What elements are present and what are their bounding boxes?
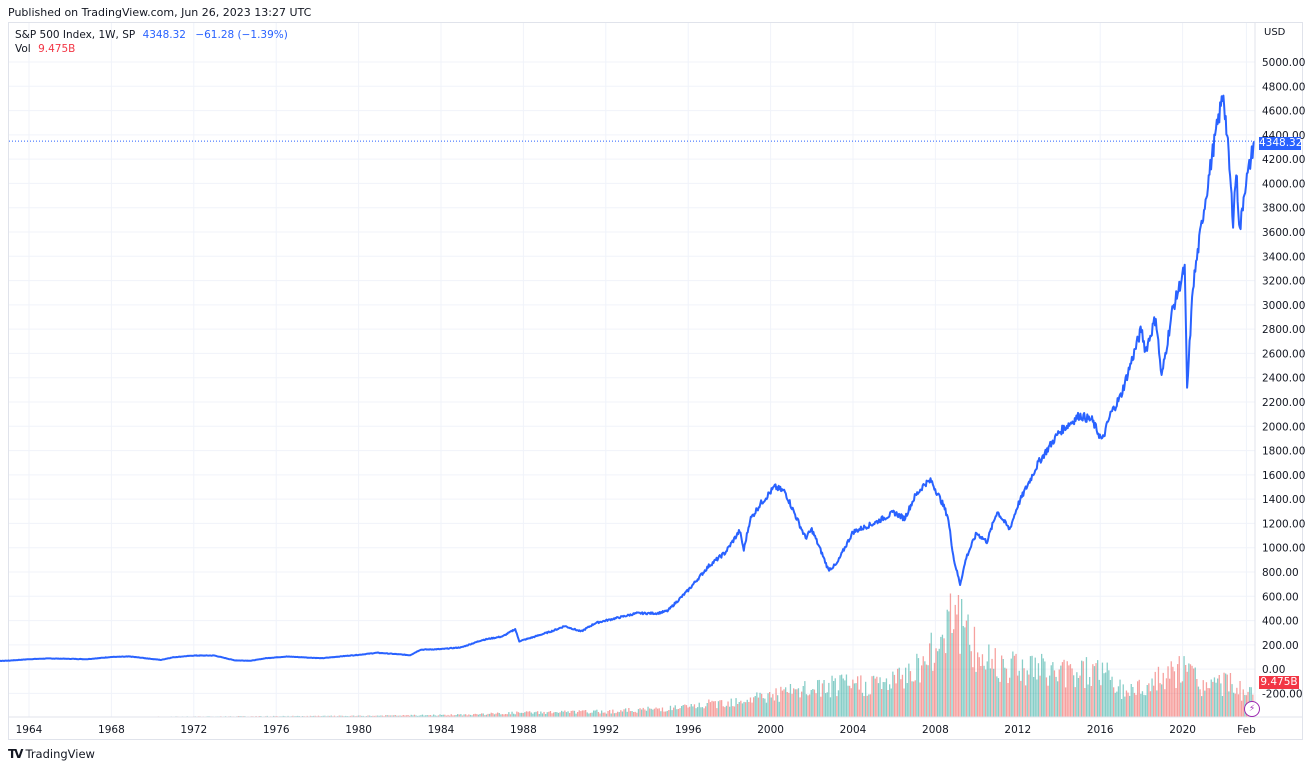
price-tick-label: 4600.00	[1262, 106, 1305, 118]
legend-change: −61.28 (−1.39%)	[195, 29, 288, 41]
time-tick-label: 1968	[98, 724, 125, 736]
price-tick-label: 400.00	[1262, 616, 1299, 628]
price-tick-label: 2000.00	[1262, 421, 1305, 433]
price-tick-label: 3600.00	[1262, 227, 1305, 239]
chart-legend: S&P 500 Index, 1W, SP 4348.32 −61.28 (−1…	[15, 28, 288, 56]
time-tick-label: 2020	[1169, 724, 1196, 736]
volume-tag: 9.475B	[1259, 676, 1299, 689]
price-axis[interactable]: 5000.004800.004600.004400.004200.004000.…	[1262, 57, 1305, 700]
time-tick-label: 2016	[1087, 724, 1114, 736]
published-caption: Published on TradingView.com, Jun 26, 20…	[8, 6, 312, 19]
time-tick-label: 1984	[428, 724, 455, 736]
price-tick-label: -200.00	[1262, 688, 1303, 700]
legend-price-row[interactable]: S&P 500 Index, 1W, SP 4348.32 −61.28 (−1…	[15, 28, 288, 42]
lightning-icon[interactable]: ⚡	[1244, 701, 1260, 717]
price-tick-label: 1600.00	[1262, 470, 1305, 482]
currency-label[interactable]: USD	[1264, 27, 1286, 38]
legend-vol-value: 9.475B	[38, 43, 76, 55]
legend-symbol: S&P 500 Index, 1W, SP	[15, 29, 136, 41]
time-tick-label: 2012	[1004, 724, 1031, 736]
legend-last-price: 4348.32	[142, 29, 186, 41]
price-tick-label: 4200.00	[1262, 154, 1305, 166]
price-tick-label: 3800.00	[1262, 203, 1305, 215]
price-tick-label: 1200.00	[1262, 518, 1305, 530]
price-tick-label: 2200.00	[1262, 397, 1305, 409]
volume-bars	[9, 593, 1254, 718]
price-tick-label: 4000.00	[1262, 178, 1305, 190]
price-tick-label: 3200.00	[1262, 276, 1305, 288]
time-tick-label: 1992	[592, 724, 619, 736]
price-tick-label: 0.00	[1262, 664, 1285, 676]
price-tick-label: 1000.00	[1262, 543, 1305, 555]
brand-name: TradingView	[25, 747, 95, 761]
price-tick-label: 2400.00	[1262, 373, 1305, 385]
grid-lines	[9, 23, 1255, 717]
time-tick-label: 1972	[180, 724, 207, 736]
price-tick-label: 200.00	[1262, 640, 1299, 652]
price-tick-label: 2600.00	[1262, 348, 1305, 360]
price-tick-label: 800.00	[1262, 567, 1299, 579]
time-tick-label: 1980	[345, 724, 372, 736]
time-tick-label: 1976	[263, 724, 290, 736]
last-price-tag: 4348.32	[1259, 137, 1303, 150]
time-tick-label: 2000	[757, 724, 784, 736]
price-tick-label: 1400.00	[1262, 494, 1305, 506]
time-tick-label: Feb	[1237, 724, 1256, 736]
price-tick-label: 3000.00	[1262, 300, 1305, 312]
time-tick-label: 1988	[510, 724, 537, 736]
legend-volume-row[interactable]: Vol 9.475B	[15, 42, 288, 56]
tradingview-mark-icon: TV	[8, 747, 24, 761]
time-tick-label: 2004	[840, 724, 867, 736]
price-tick-label: 1800.00	[1262, 446, 1305, 458]
price-tick-label: 4800.00	[1262, 81, 1305, 93]
chart-frame	[8, 22, 1303, 740]
time-tick-label: 1964	[16, 724, 43, 736]
tradingview-logo[interactable]: TV TradingView	[8, 747, 95, 761]
legend-vol-label: Vol	[15, 43, 31, 55]
price-tick-label: 600.00	[1262, 591, 1299, 603]
price-tick-label: 3400.00	[1262, 251, 1305, 263]
price-line	[0, 94, 1256, 662]
time-tick-label: 1996	[675, 724, 702, 736]
price-tick-label: 5000.00	[1262, 57, 1305, 69]
time-tick-label: 2008	[922, 724, 949, 736]
time-axis[interactable]: 1964 1968 1972 1976 1980 1984 1988 1992 1996 2000…	[16, 724, 1256, 736]
price-tick-label: 2800.00	[1262, 324, 1305, 336]
